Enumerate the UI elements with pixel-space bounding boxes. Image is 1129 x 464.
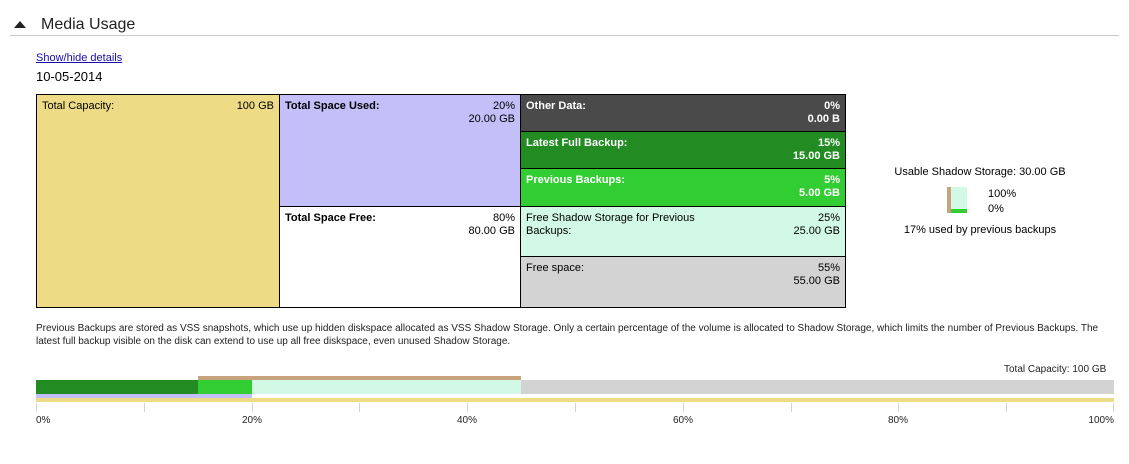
free-shadow-storage-cell: Free Shadow Storage for Previous Backups…: [521, 207, 845, 257]
axis-tick: [683, 403, 684, 412]
axis-label: 40%: [456, 415, 478, 426]
free-shadow-storage-values: 25% 25.00 GB: [794, 212, 840, 238]
total-capacity-label: Total Capacity:: [42, 100, 115, 112]
usable-shadow-storage-title: Usable Shadow Storage: 30.00 GB: [894, 166, 1066, 178]
shadow-gauge-edge: [947, 187, 951, 213]
previous-backups-cell: Previous Backups: 5% 5.00 GB: [521, 169, 845, 207]
free-shadow-storage-size: 25.00 GB: [793, 225, 840, 237]
axis-tick: [36, 403, 37, 412]
shadow-storage-note: 17% used by previous backups: [903, 224, 1057, 236]
axis-tick: [898, 403, 899, 412]
axis-tick: [791, 403, 792, 412]
vss-info-note: Previous Backups are stored as VSS snaps…: [36, 323, 1099, 347]
usage-bar-axis-labels: 0% 20% 40% 60% 80% 100%: [36, 415, 1114, 429]
capacity-table: Total Capacity: 100 GB Total Space Used:…: [36, 94, 846, 308]
usage-segment-latest-full: [36, 380, 198, 394]
usage-segment-previous: [198, 380, 252, 394]
free-space-size: 55.00 GB: [793, 275, 840, 287]
total-space-free-percent: 80%: [492, 212, 515, 224]
total-space-used-cell: Total Space Used: 20% 20.00 GB: [280, 95, 521, 207]
other-data-label: Other Data:: [526, 100, 586, 112]
shadow-gauge-fill: [951, 209, 967, 213]
other-data-cell: Other Data: 0% 0.00 B: [521, 95, 845, 132]
section-title: Media Usage: [41, 16, 136, 33]
shadow-storage-range-bar: [198, 376, 521, 380]
usage-segment-free-space: [521, 380, 1114, 394]
axis-label: 20%: [241, 415, 263, 426]
axis-label: 0%: [36, 415, 51, 426]
total-capacity-value: 100 GB: [236, 100, 274, 112]
shadow-gauge-bottom-label: 0%: [988, 203, 1004, 215]
total-space-used-values: 20% 20.00 GB: [469, 100, 515, 126]
total-space-free-cell: Total Space Free: 80% 80.00 GB: [280, 207, 521, 307]
total-space-used-percent: 20%: [492, 100, 515, 112]
latest-full-backup-label: Latest Full Backup:: [526, 137, 628, 149]
axis-tick: [252, 403, 253, 412]
shadow-gauge-body: [951, 187, 967, 213]
axis-label: 60%: [672, 415, 694, 426]
axis-tick: [1113, 403, 1114, 412]
previous-backups-label: Previous Backups:: [526, 174, 626, 186]
shadow-gauge-top-label: 100%: [988, 188, 1017, 200]
total-space-used-label: Total Space Used:: [285, 100, 380, 112]
usage-segment-shadow-free: [252, 380, 521, 394]
collapse-triangle-icon[interactable]: [14, 21, 26, 28]
latest-full-backup-cell: Latest Full Backup: 15% 15.00 GB: [521, 132, 845, 169]
other-data-percent: 0%: [824, 100, 840, 112]
latest-full-backup-percent: 15%: [817, 137, 840, 149]
previous-backups-percent: 5%: [824, 174, 840, 186]
free-shadow-storage-percent: 25%: [817, 212, 840, 224]
axis-label: 100%: [1088, 415, 1114, 426]
free-space-values: 55% 55.00 GB: [794, 262, 840, 288]
free-space-percent: 55%: [817, 262, 840, 274]
axis-tick: [575, 403, 576, 412]
axis-tick: [144, 403, 145, 412]
usage-bar-axis: [36, 403, 1114, 413]
total-capacity-cell: Total Capacity: 100 GB: [37, 95, 280, 307]
total-space-free-size: 80.00 GB: [468, 225, 515, 237]
previous-backups-values: 5% 5.00 GB: [799, 174, 840, 200]
usage-bar: [36, 376, 1114, 404]
report-date: 10-05-2014: [36, 69, 103, 84]
shadow-storage-gauge: [947, 187, 967, 213]
axis-tick: [467, 403, 468, 412]
axis-label: 80%: [887, 415, 909, 426]
total-capacity-range-bar: [36, 398, 1114, 402]
total-space-free-values: 80% 80.00 GB: [469, 212, 515, 238]
usage-bar-total-label: Total Capacity: 100 GB: [1004, 364, 1107, 375]
show-hide-details-link[interactable]: Show/hide details: [36, 52, 123, 64]
other-data-size: 0.00 B: [807, 113, 840, 125]
previous-backups-size: 5.00 GB: [799, 187, 840, 199]
free-space-cell: Free space: 55% 55.00 GB: [521, 257, 845, 307]
axis-tick: [359, 403, 360, 412]
space-used-range-bar: [36, 394, 252, 398]
shadow-storage-panel: Usable Shadow Storage: 30.00 GB 100% 0% …: [880, 166, 1080, 246]
total-space-free-label: Total Space Free:: [285, 212, 376, 224]
other-data-values: 0% 0.00 B: [808, 100, 840, 126]
free-shadow-storage-label: Free Shadow Storage for Previous Backups…: [526, 212, 695, 237]
total-space-used-size: 20.00 GB: [468, 113, 515, 125]
section-header: Media Usage: [10, 14, 1119, 36]
latest-full-backup-size: 15.00 GB: [792, 150, 840, 162]
latest-full-backup-values: 15% 15.00 GB: [793, 137, 840, 163]
axis-tick: [1006, 403, 1007, 412]
free-space-label: Free space:: [526, 262, 585, 274]
